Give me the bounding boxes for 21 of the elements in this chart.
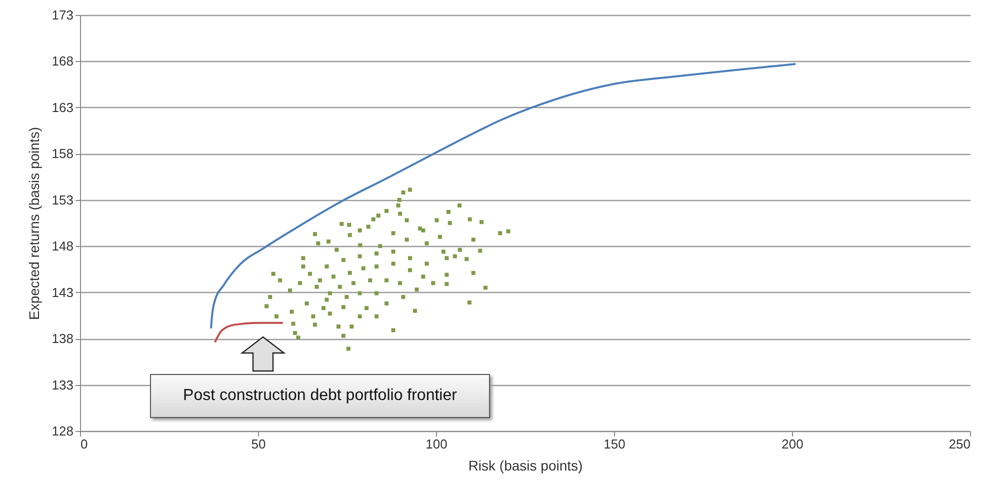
x-tick-label: 50 bbox=[251, 436, 266, 452]
y-tick-label: 148 bbox=[52, 238, 74, 254]
line-series bbox=[214, 322, 284, 344]
x-tick-label: 0 bbox=[80, 436, 88, 452]
y-tick-label: 158 bbox=[52, 146, 74, 162]
x-tick-label: 150 bbox=[604, 436, 626, 452]
y-axis-title: Expected returns (basis points) bbox=[26, 127, 42, 320]
x-axis-title: Risk (basis points) bbox=[468, 458, 583, 474]
y-tick-label: 173 bbox=[52, 8, 74, 22]
x-tick-label: 200 bbox=[782, 436, 804, 452]
y-tick-label: 153 bbox=[52, 192, 74, 208]
y-tick-label: 133 bbox=[52, 377, 74, 392]
y-tick-label: 163 bbox=[52, 100, 74, 115]
x-tick-label: 100 bbox=[426, 436, 448, 452]
y-tick-label: 138 bbox=[52, 331, 74, 346]
callout-box: Post construction debt portfolio frontier bbox=[150, 374, 490, 418]
line-series bbox=[210, 62, 797, 330]
y-tick-label: 128 bbox=[52, 424, 74, 438]
y-tick-label: 143 bbox=[52, 284, 74, 300]
y-tick-label: 168 bbox=[52, 54, 74, 69]
x-tick-label: 250 bbox=[948, 436, 970, 452]
